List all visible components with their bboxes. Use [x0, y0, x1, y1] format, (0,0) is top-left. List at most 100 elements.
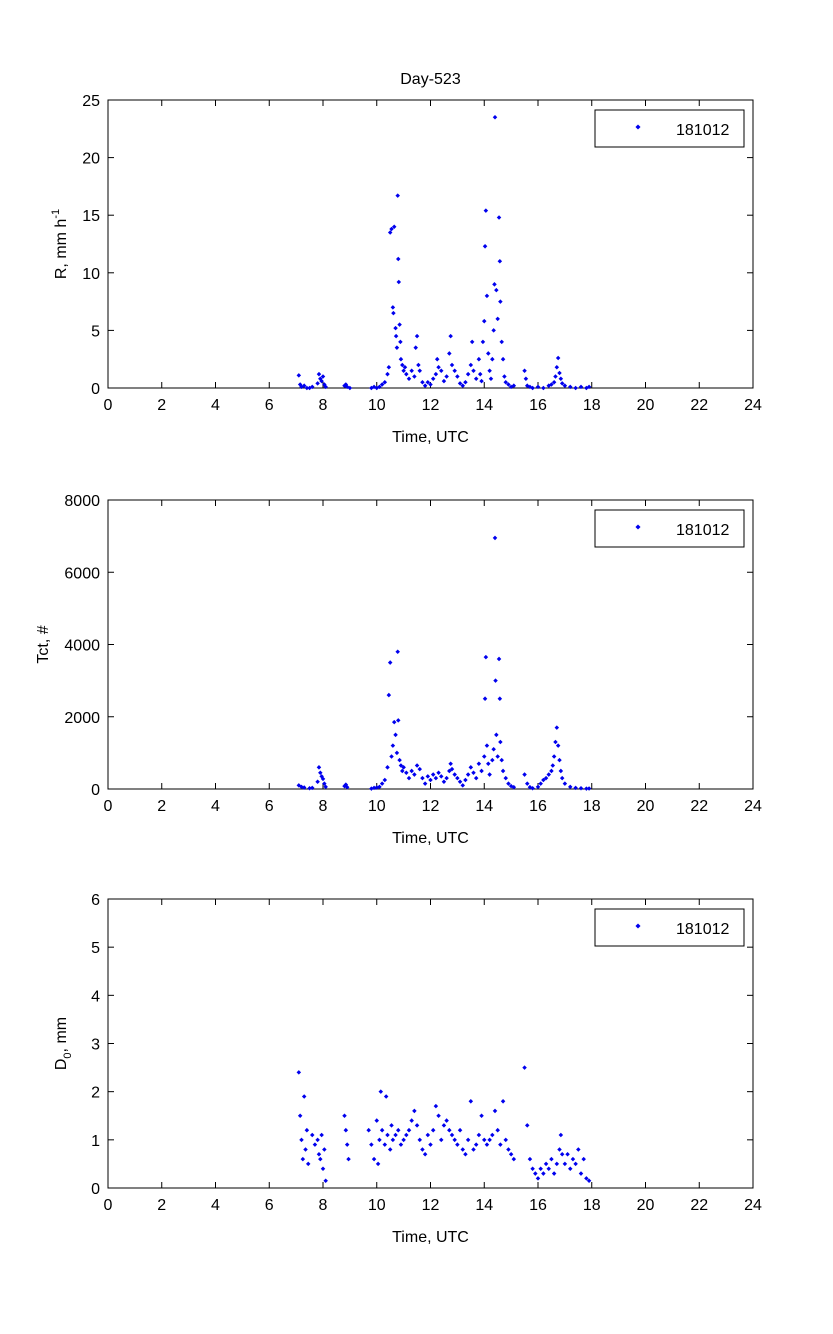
data-point	[506, 781, 511, 786]
data-point	[344, 1142, 350, 1147]
data-point	[409, 1118, 414, 1123]
data-point	[416, 362, 421, 368]
data-point	[483, 654, 489, 660]
data-point	[499, 757, 504, 763]
data-point	[503, 379, 509, 385]
data-point	[366, 1127, 371, 1133]
data-point	[297, 1113, 303, 1119]
data-point	[347, 385, 353, 391]
x-tick-label: 10	[368, 1197, 386, 1214]
data-point	[498, 1142, 503, 1147]
data-point	[482, 696, 488, 701]
x-axis-label: Time, UTC	[392, 1229, 469, 1246]
data-point	[490, 1132, 495, 1138]
data-point	[498, 299, 503, 304]
data-point	[479, 1113, 484, 1119]
data-point	[449, 1132, 455, 1138]
data-point	[438, 774, 444, 779]
data-point	[573, 385, 578, 391]
data-point	[400, 768, 405, 774]
data-point	[320, 776, 326, 782]
data-point	[511, 1156, 517, 1162]
x-tick-label: 18	[583, 1197, 601, 1214]
data-point	[420, 379, 425, 385]
data-point	[567, 784, 573, 790]
data-point	[586, 786, 592, 791]
data-point	[578, 786, 584, 791]
data-point	[401, 1137, 406, 1143]
data-point	[487, 772, 492, 777]
data-point	[471, 770, 476, 776]
data-point	[511, 784, 517, 790]
data-point	[396, 279, 402, 285]
data-point	[393, 732, 398, 738]
data-point	[488, 376, 494, 382]
data-point	[530, 1166, 535, 1171]
data-point	[387, 1147, 393, 1152]
y-tick-label: 4000	[64, 638, 100, 655]
data-point	[393, 1132, 398, 1138]
data-point	[511, 383, 517, 388]
data-point	[395, 649, 400, 654]
data-point	[481, 1137, 487, 1143]
data-point	[377, 1137, 382, 1143]
x-tick-label: 8	[319, 397, 328, 414]
data-point	[468, 765, 474, 770]
data-point	[567, 384, 573, 390]
data-point	[428, 777, 433, 783]
legend-marker	[635, 923, 641, 929]
data-point	[406, 376, 412, 382]
data-point	[460, 783, 466, 788]
data-point	[444, 1118, 449, 1123]
data-point	[554, 1161, 560, 1167]
legend-label: 181012	[676, 122, 729, 139]
data-point	[417, 766, 423, 772]
data-point	[578, 1171, 584, 1176]
data-point	[468, 1099, 474, 1104]
data-point	[395, 718, 401, 723]
data-point	[493, 678, 498, 683]
legend-marker	[635, 524, 641, 530]
x-axis-label: Time, UTC	[392, 830, 469, 847]
data-point	[434, 356, 440, 362]
data-point	[315, 779, 320, 785]
data-point	[386, 365, 392, 370]
data-point	[386, 692, 392, 698]
data-point	[465, 371, 471, 377]
x-tick-label: 18	[583, 397, 601, 414]
x-tick-label: 22	[690, 1197, 708, 1214]
data-point	[535, 384, 541, 390]
data-point	[473, 1142, 479, 1147]
data-point	[465, 772, 471, 777]
data-point	[379, 382, 385, 387]
data-point	[374, 1118, 380, 1123]
data-point	[299, 1137, 304, 1143]
data-point	[409, 368, 414, 373]
x-tick-label: 24	[744, 1197, 762, 1214]
y-tick-label: 2	[91, 1085, 100, 1102]
data-point	[406, 1127, 412, 1133]
data-point	[441, 378, 447, 384]
data-point	[484, 293, 490, 299]
x-tick-label: 14	[475, 1197, 493, 1214]
y-tick-label: 6	[91, 892, 100, 909]
data-point	[522, 772, 527, 777]
data-point	[490, 356, 495, 362]
x-tick-label: 8	[319, 798, 328, 815]
data-point	[428, 1142, 433, 1147]
data-point	[482, 244, 488, 249]
data-point	[558, 376, 564, 382]
data-point	[433, 775, 439, 781]
data-point	[448, 333, 453, 339]
data-point	[567, 1166, 573, 1171]
data-point	[449, 362, 455, 368]
data-point	[315, 1137, 320, 1143]
data-point	[430, 772, 436, 777]
data-point	[296, 373, 302, 378]
data-point	[305, 1161, 311, 1167]
data-point	[425, 379, 431, 385]
data-point	[309, 1132, 315, 1138]
data-point	[494, 732, 499, 738]
data-point	[428, 382, 433, 387]
x-axis-label: Time, UTC	[392, 429, 469, 446]
